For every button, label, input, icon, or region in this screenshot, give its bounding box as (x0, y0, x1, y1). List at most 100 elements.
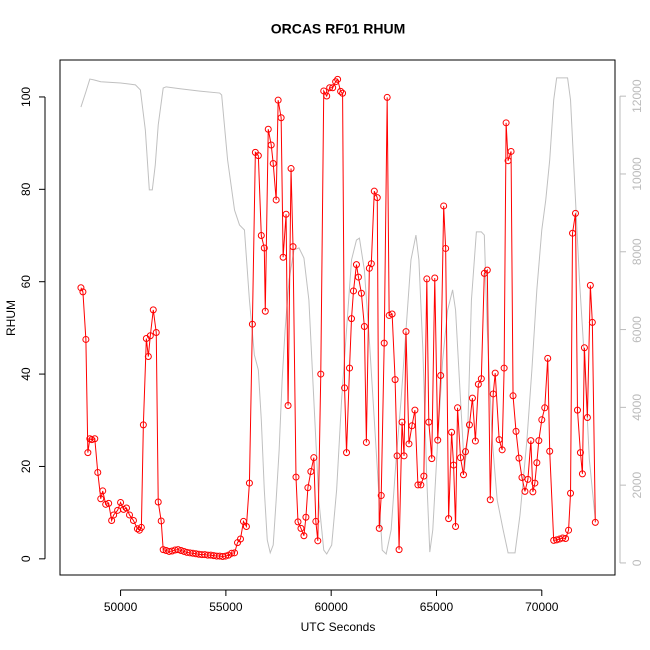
data-point (284, 401, 292, 409)
data-point (431, 274, 439, 282)
data-point (79, 288, 87, 296)
data-point (428, 455, 436, 463)
data-point (320, 87, 328, 95)
data-point (454, 404, 462, 412)
data-point (82, 335, 90, 343)
data-point (362, 438, 370, 446)
data-point (400, 452, 408, 460)
data-point (571, 209, 579, 217)
data-point (367, 260, 375, 268)
data-point (417, 481, 425, 489)
data-point (269, 159, 277, 167)
data-point (334, 75, 342, 83)
data-point (242, 523, 250, 531)
data-point (452, 523, 460, 531)
data-point (483, 266, 491, 274)
y-tick-label: 40 (19, 367, 33, 381)
data-point (300, 532, 308, 540)
data-point (99, 487, 107, 495)
data-point (228, 549, 236, 557)
data-point (521, 487, 529, 495)
data-point (533, 459, 541, 467)
data-point (450, 461, 458, 469)
data-point (405, 440, 413, 448)
data-point (504, 157, 512, 165)
data-point (264, 125, 272, 133)
data-point (287, 165, 295, 173)
data-point (586, 281, 594, 289)
data-point (502, 119, 510, 127)
chart-title: ORCAS RF01 RHUM (271, 21, 406, 37)
data-point (326, 84, 334, 92)
data-point (459, 471, 467, 479)
data-point (261, 307, 269, 315)
data-point (437, 371, 445, 379)
y-tick-label: 100 (19, 87, 33, 107)
y2-tick-label: 6000 (630, 316, 644, 343)
y-tick-label: 20 (19, 459, 33, 473)
plot-box (59, 59, 616, 576)
data-point (569, 229, 577, 237)
data-point (373, 194, 381, 202)
data-point (236, 535, 244, 543)
data-point (277, 114, 285, 122)
x-tick-label: 70000 (525, 600, 559, 614)
data-point (245, 479, 253, 487)
data-point (323, 92, 331, 100)
data-point (346, 364, 354, 372)
data-point (583, 413, 591, 421)
data-point (461, 448, 469, 456)
data-point (531, 479, 539, 487)
data-point (102, 500, 110, 508)
data-point (314, 537, 322, 545)
data-point (337, 87, 345, 95)
data-point (573, 406, 581, 414)
data-point (538, 416, 546, 424)
data-point (498, 446, 506, 454)
data-point (408, 422, 416, 430)
data-point (546, 447, 554, 455)
data-point (149, 306, 157, 314)
x-tick-label: 50000 (104, 600, 138, 614)
data-point (524, 475, 532, 483)
data-point (152, 329, 160, 337)
data-point (117, 498, 125, 506)
data-point (339, 89, 347, 97)
data-point (329, 84, 337, 92)
data-point (348, 315, 356, 323)
y2-tick-label: 4000 (630, 394, 644, 421)
data-point (388, 310, 396, 318)
data-point (139, 421, 147, 429)
data-point (562, 535, 570, 543)
data-point (541, 404, 549, 412)
data-point (411, 406, 419, 414)
data-point (580, 344, 588, 352)
data-point (512, 427, 520, 435)
data-point (297, 524, 305, 532)
data-point (393, 452, 401, 460)
data-point (289, 243, 297, 251)
data-point (248, 320, 256, 328)
data-point (588, 318, 596, 326)
data-point (414, 481, 422, 489)
data-point (567, 489, 575, 497)
data-point (509, 392, 517, 400)
data-point (440, 202, 448, 210)
series-line (80, 78, 596, 558)
data-point (360, 323, 368, 331)
data-point (471, 437, 479, 445)
data-point (129, 516, 137, 524)
data-point (279, 253, 287, 261)
data-point (591, 518, 599, 526)
data-point (357, 289, 365, 297)
data-point (425, 418, 433, 426)
data-point (274, 96, 282, 104)
data-point (527, 437, 535, 445)
data-point (317, 370, 325, 378)
y2-tick-label: 8000 (630, 238, 644, 265)
data-point (88, 436, 96, 444)
data-point (377, 492, 385, 500)
data-point (515, 454, 523, 462)
data-point (448, 428, 456, 436)
